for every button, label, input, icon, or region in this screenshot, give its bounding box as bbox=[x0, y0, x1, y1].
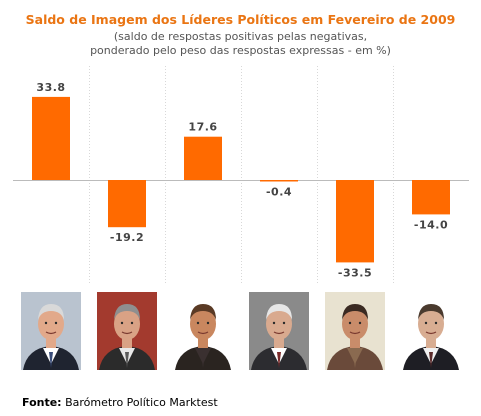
data-label: -33.5 bbox=[338, 266, 372, 279]
bar bbox=[260, 180, 298, 182]
source-text: Barómetro Político Marktest bbox=[61, 396, 218, 409]
leader-2-photo bbox=[97, 292, 157, 370]
data-label: -14.0 bbox=[414, 218, 448, 231]
chart-title: Saldo de Imagem dos Líderes Políticos em… bbox=[25, 12, 456, 27]
chart-subtitle-line2: ponderado pelo peso das respostas expres… bbox=[90, 44, 391, 57]
bar bbox=[184, 136, 222, 180]
data-label: -19.2 bbox=[110, 231, 144, 244]
data-label: 17.6 bbox=[188, 121, 217, 134]
source-label: Fonte: bbox=[22, 396, 62, 409]
bar bbox=[336, 180, 374, 263]
leader-6-photo bbox=[401, 292, 461, 370]
bar bbox=[32, 96, 70, 180]
chart-subtitle-line1: (saldo de respostas positivas pelas nega… bbox=[113, 30, 368, 43]
leader-5-photo bbox=[325, 292, 385, 370]
bar-chart: 33.8 -19.2 17.6 -0.4 -33.5 -14.0 bbox=[13, 66, 469, 284]
data-label: -0.4 bbox=[266, 186, 292, 199]
data-label: 33.8 bbox=[36, 81, 65, 94]
leader-1-photo bbox=[21, 292, 81, 370]
leader-4-photo bbox=[249, 292, 309, 370]
source-footer: Fonte: Barómetro Político Marktest bbox=[22, 396, 218, 409]
bar bbox=[412, 180, 450, 215]
leader-3-photo bbox=[173, 292, 233, 370]
bar bbox=[108, 180, 146, 228]
